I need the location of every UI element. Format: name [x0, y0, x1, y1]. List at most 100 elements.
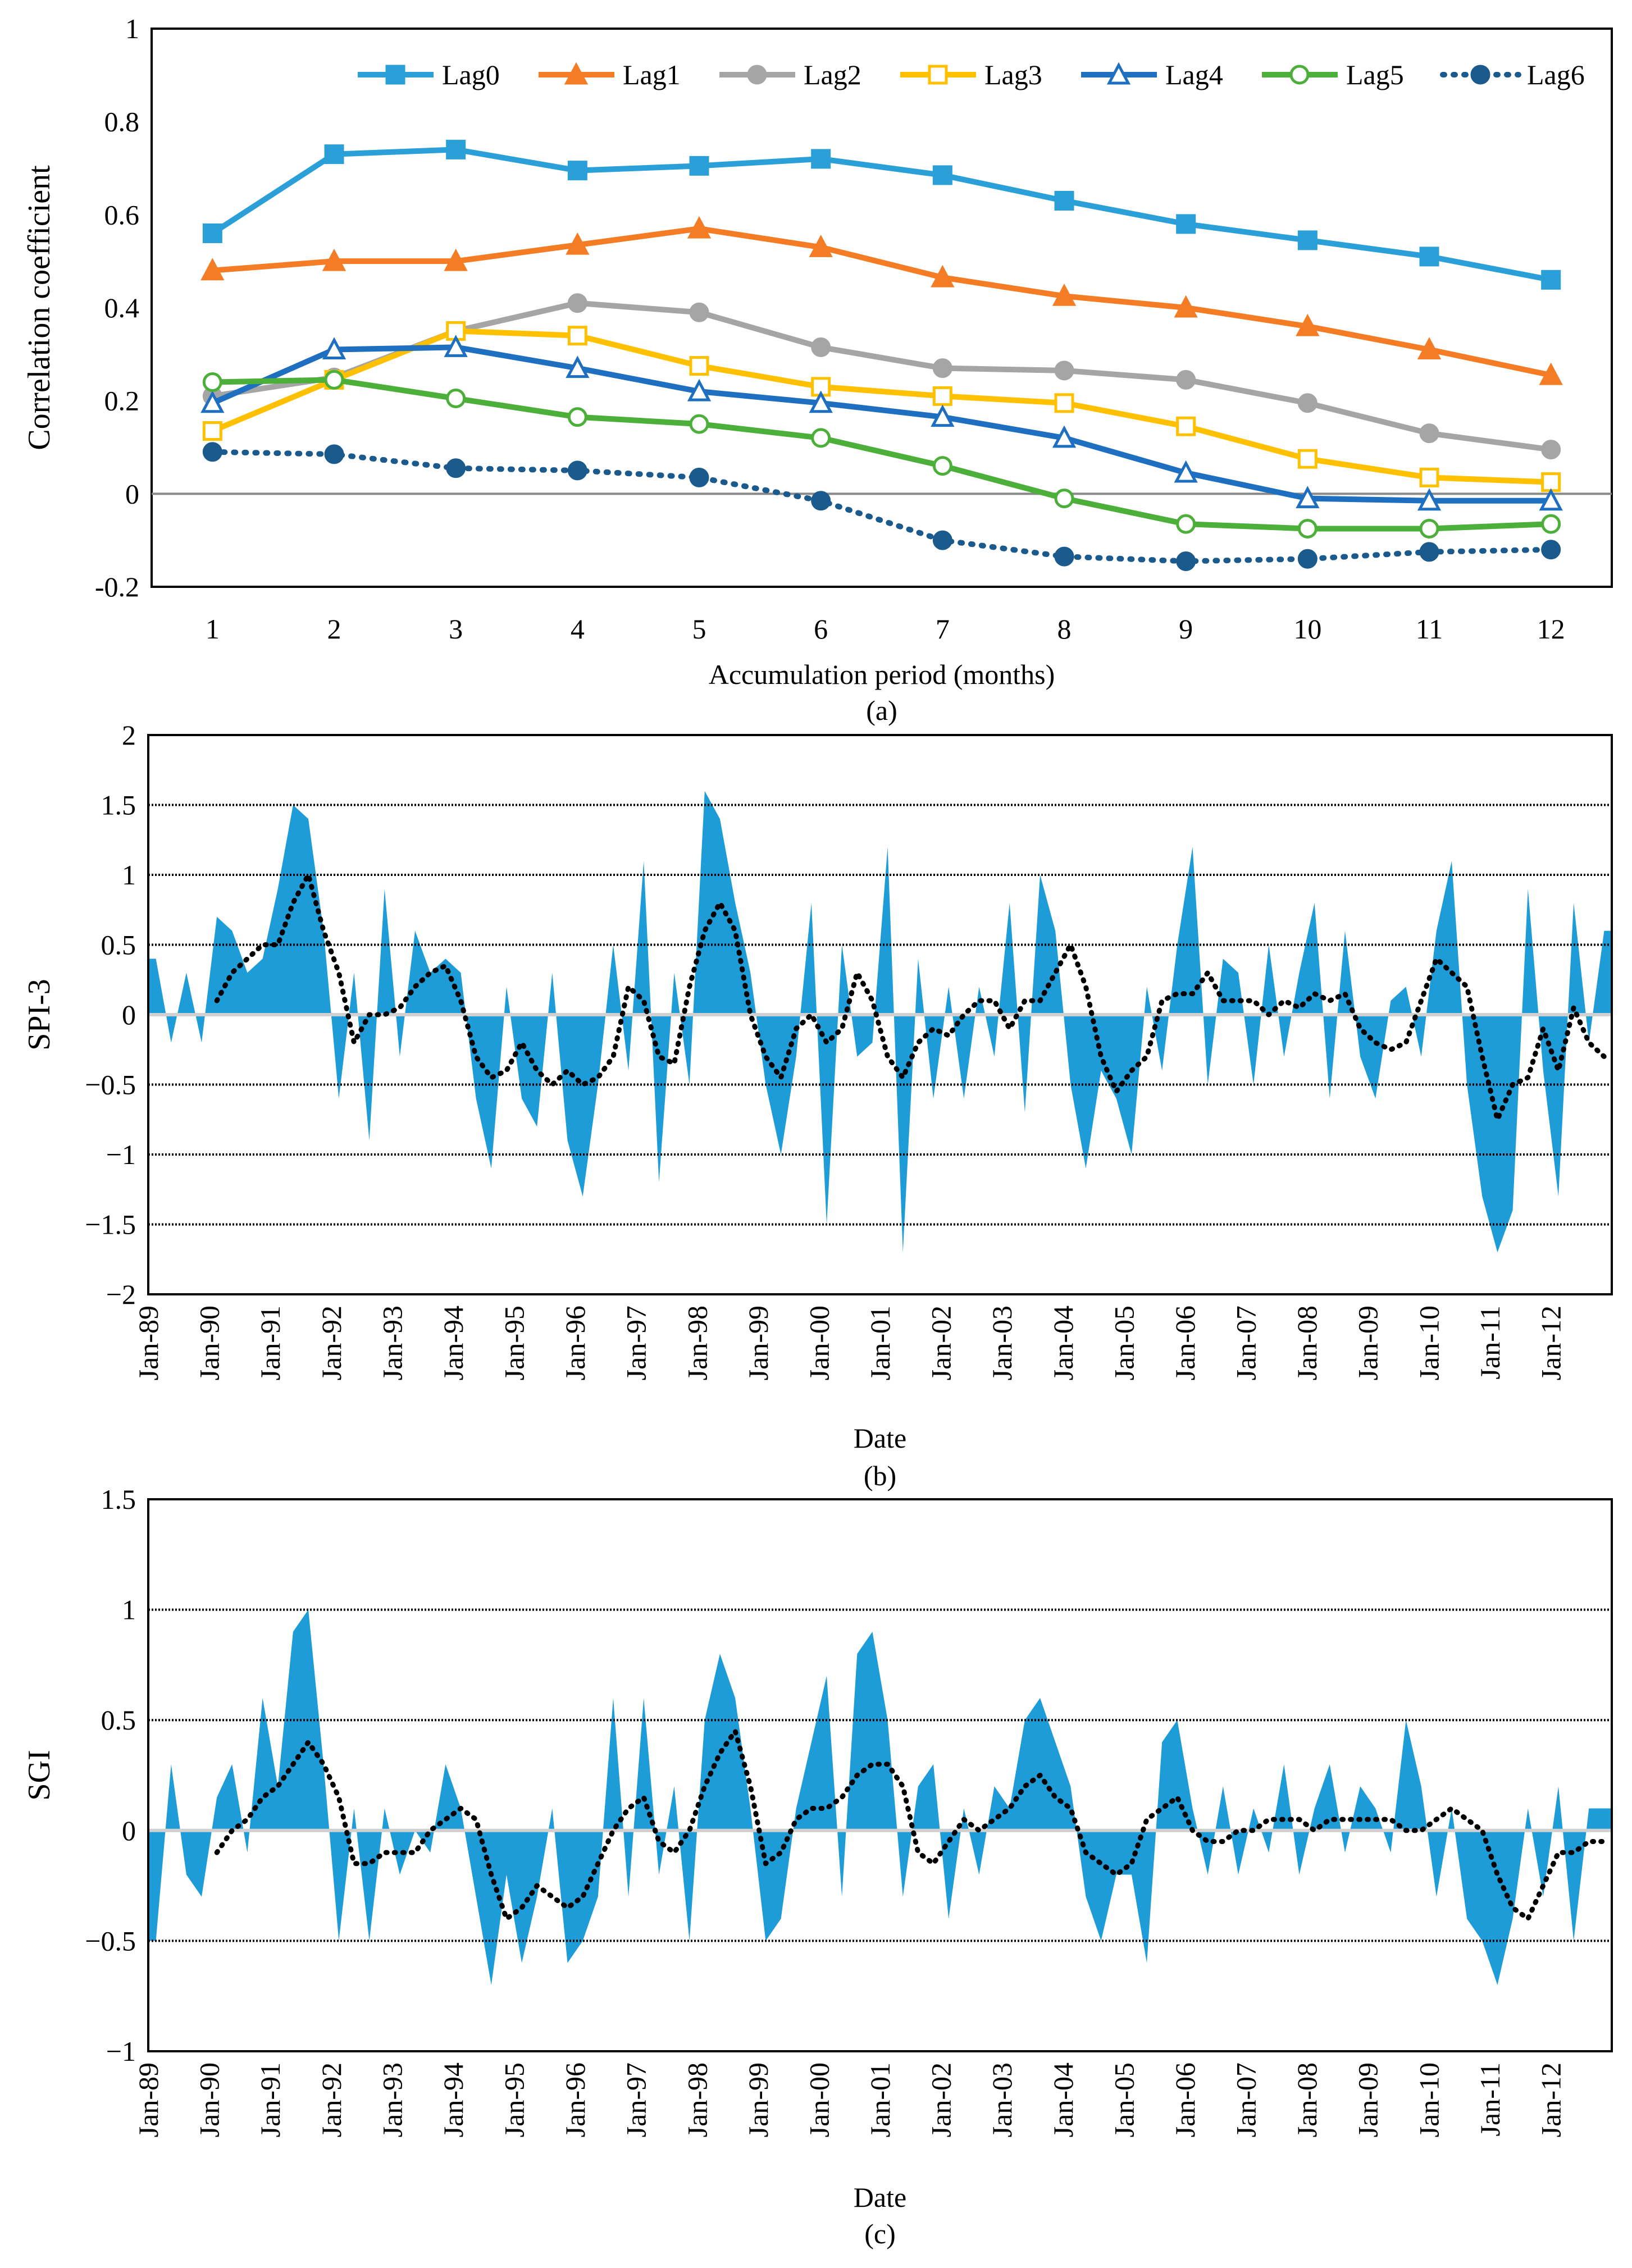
data-point [1176, 214, 1196, 234]
legend-marker [1470, 65, 1490, 85]
y-tick-label: 0 [122, 999, 136, 1030]
y-tick-label: −2 [106, 1279, 136, 1310]
index-area [148, 791, 1612, 1253]
y-tick-label: 1 [122, 859, 136, 891]
x-tick-label: Jan-12 [1535, 1306, 1566, 1380]
legend-label: Lag6 [1527, 59, 1585, 90]
x-tick-label: Jan-90 [194, 2062, 225, 2137]
data-point [1541, 440, 1561, 460]
data-point [1176, 369, 1196, 390]
x-tick-label: Jan-03 [986, 1306, 1018, 1380]
plot-frame [147, 1498, 1613, 2052]
x-tick-label: Jan-93 [376, 2062, 408, 2137]
x-tick-label: Jan-97 [621, 1306, 652, 1380]
data-point [1541, 270, 1561, 290]
x-tick-label: Jan-96 [559, 2062, 591, 2137]
data-point [322, 248, 347, 271]
data-point [566, 355, 590, 378]
x-tick-label: Jan-00 [803, 2062, 835, 2137]
data-point [1174, 460, 1198, 483]
y-tick-label: 0.5 [101, 1704, 136, 1736]
data-point [322, 337, 347, 360]
x-tick-label: Jan-89 [133, 1306, 164, 1380]
data-point [1174, 295, 1198, 318]
series-lag1 [200, 216, 1563, 385]
x-tick-label: 7 [936, 613, 950, 645]
x-tick-label: Jan-96 [559, 1306, 591, 1380]
legend-marker [928, 65, 948, 85]
data-point [1541, 514, 1561, 534]
data-point [1054, 393, 1074, 413]
x-tick-label: Jan-92 [316, 1306, 347, 1380]
series-lag3 [202, 321, 1561, 492]
x-tick-label: Jan-10 [1413, 2062, 1444, 2137]
data-point [1419, 467, 1439, 487]
panel-caption: (a) [866, 695, 897, 726]
legend-item-lag4: Lag4 [1081, 59, 1223, 90]
data-point [567, 407, 587, 427]
y-tick-label: 1 [122, 1594, 136, 1626]
data-point [1297, 549, 1318, 569]
y-tick-label: 1 [125, 13, 139, 44]
x-tick-label: 6 [814, 613, 828, 645]
panel-b-spi3-chart: −2 −1.5 −1 −0.5 0 0.5 1 1.5 2 Jan-89 Jan-90 Jan-91 J… [22, 719, 1613, 1491]
legend-item-lag2: Lag2 [719, 59, 861, 90]
x-tick-label: Jan-00 [803, 1306, 835, 1380]
legend-item-lag6: Lag6 [1440, 59, 1585, 90]
data-point [200, 258, 225, 281]
data-point [1297, 393, 1318, 413]
y-tick-label: −1.5 [85, 1209, 136, 1240]
x-tick-label: Jan-08 [1291, 1306, 1323, 1380]
x-tick-label: Jan-06 [1169, 1306, 1201, 1380]
x-tick-label: Jan-05 [1108, 1306, 1139, 1380]
legend-label: Lag1 [623, 59, 681, 90]
data-point [1419, 542, 1439, 562]
data-point [324, 144, 344, 165]
y-tick-label: 2 [122, 719, 136, 751]
y-tick-label: -0.2 [95, 571, 139, 603]
data-point [567, 460, 587, 481]
y-tick-label: 0.8 [104, 106, 140, 138]
y-tick-label: −1 [106, 2036, 136, 2067]
legend-label: Lag3 [984, 59, 1042, 90]
x-tick-label: Jan-02 [926, 2062, 957, 2137]
x-tick-label: 1 [206, 613, 220, 645]
data-point [1296, 313, 1320, 336]
series-lag0 [202, 139, 1561, 290]
x-tick-label: Jan-98 [681, 2062, 713, 2137]
data-point [566, 232, 590, 255]
data-point [1052, 283, 1077, 306]
x-tick-label: Jan-09 [1352, 2062, 1384, 2137]
moving-average-line [214, 872, 1607, 1122]
data-point [444, 248, 468, 271]
x-tick-label: 5 [692, 613, 706, 645]
data-point [811, 491, 831, 511]
x-tick-label: Jan-99 [742, 2062, 774, 2137]
data-point [932, 386, 952, 406]
data-point [446, 139, 466, 159]
data-point [446, 458, 466, 478]
panel-caption: (b) [864, 1460, 896, 1491]
data-point [567, 293, 587, 313]
x-tick-label: Jan-07 [1230, 2062, 1262, 2137]
x-axis-title: Accumulation period (months) [709, 659, 1055, 690]
data-point [1054, 546, 1074, 567]
data-point [1054, 489, 1074, 509]
data-point [1052, 425, 1077, 448]
legend-label: Lag4 [1165, 59, 1223, 90]
x-tick-label: Jan-92 [316, 2062, 347, 2137]
data-point [446, 389, 466, 409]
y-tick-label: 0 [122, 1815, 136, 1846]
x-tick-label: 3 [449, 613, 463, 645]
data-point [1541, 472, 1561, 492]
data-point [809, 390, 833, 413]
y-tick-label: 0.6 [104, 199, 140, 230]
data-point [202, 442, 222, 462]
legend-label: Lag5 [1346, 59, 1404, 90]
x-tick-label: Jan-93 [376, 1306, 408, 1380]
data-point [567, 161, 587, 181]
data-point [931, 264, 955, 288]
legend-marker [747, 65, 767, 85]
data-point [687, 216, 712, 239]
x-tick-label: Jan-07 [1230, 1306, 1262, 1380]
